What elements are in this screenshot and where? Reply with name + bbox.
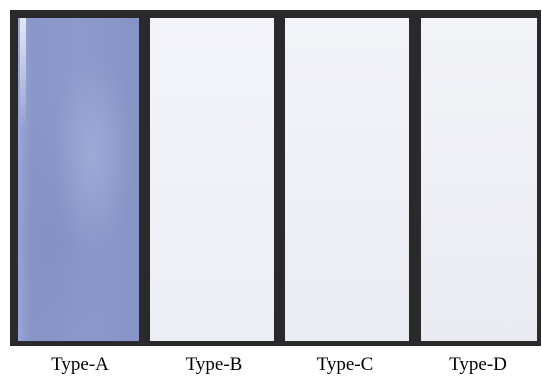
sample-panel-type-a — [18, 18, 139, 341]
label-type-b: Type-B — [185, 354, 243, 375]
sample-panel-type-d — [421, 18, 537, 341]
label-type-c: Type-C — [316, 354, 374, 375]
samples-photo — [10, 10, 541, 346]
label-type-d: Type-D — [449, 354, 507, 375]
label-type-a: Type-A — [51, 354, 109, 375]
sample-panel-type-c — [285, 18, 409, 341]
sample-panel-type-b — [150, 18, 274, 341]
